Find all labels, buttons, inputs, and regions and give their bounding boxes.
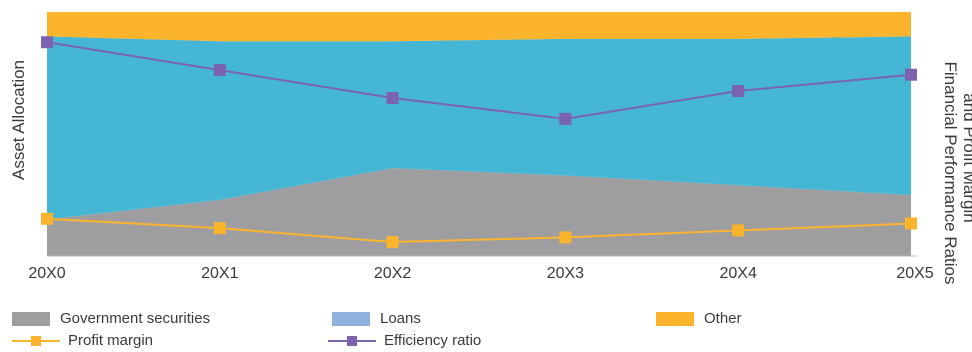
marker-profit-margin-20x1	[213, 222, 226, 235]
marker-efficiency-ratio-20x3	[559, 112, 572, 125]
legend-item-government-securities: Government securities	[12, 310, 210, 327]
line-profit-margin	[46, 217, 912, 244]
marker-efficiency-ratio-20x1	[213, 64, 226, 77]
legend-label-profit-margin: Profit margin	[68, 332, 154, 349]
line-layer	[41, 36, 917, 249]
legend-item-other: Other	[656, 310, 742, 327]
right-axis-title-line2: and Profit Margin	[960, 93, 972, 222]
x-tick-label-20x4: 20X4	[720, 265, 757, 282]
legend-item-loans: Loans	[332, 310, 421, 327]
legend-label-other: Other	[704, 310, 742, 327]
marker-profit-margin-20x5	[905, 217, 917, 230]
legend-key-efficiency-ratio	[328, 334, 376, 348]
legend-label-loans: Loans	[380, 310, 421, 327]
marker-profit-margin-20x2	[386, 236, 399, 249]
legend-swatch-government-securities	[12, 311, 50, 326]
right-axis-title-line1: Financial Performance Ratios	[941, 62, 960, 285]
legend-key-profit-margin	[12, 334, 60, 348]
x-tick-label-20x1: 20X1	[201, 265, 238, 282]
line-efficiency-ratio	[46, 41, 912, 120]
legend-item-efficiency-ratio: Efficiency ratio	[328, 332, 481, 349]
legend-label-efficiency-ratio: Efficiency ratio	[384, 332, 482, 349]
marker-efficiency-ratio-20x4	[732, 85, 745, 98]
marker-efficiency-ratio-20x2	[386, 91, 399, 104]
area-government-securities	[47, 168, 911, 256]
x-tick-label-20x3: 20X3	[547, 265, 584, 282]
marker-efficiency-ratio-20x5	[905, 68, 917, 81]
marker-profit-margin-20x3	[559, 231, 572, 244]
left-axis-title: Asset Allocation	[9, 60, 28, 180]
area-loans	[47, 36, 911, 220]
legend-label-government-securities: Government securities	[60, 310, 211, 327]
x-tick-label-20x2: 20X2	[374, 265, 411, 282]
marker-efficiency-ratio-20x0	[41, 36, 53, 49]
x-tick-label-20x5: 20X5	[896, 265, 933, 282]
area-other	[47, 12, 911, 42]
legend-swatch-loans	[332, 311, 370, 326]
marker-profit-margin-20x0	[41, 212, 53, 225]
x-axis-ticks: 20X0 20X1 20X2 20X3 20X4 20X5	[28, 265, 933, 282]
legend-item-profit-margin: Profit margin	[12, 332, 153, 349]
area-layer	[47, 12, 911, 256]
marker-profit-margin-20x4	[732, 224, 745, 237]
x-tick-label-20x0: 20X0	[28, 265, 65, 282]
legend-swatch-other	[656, 311, 694, 326]
